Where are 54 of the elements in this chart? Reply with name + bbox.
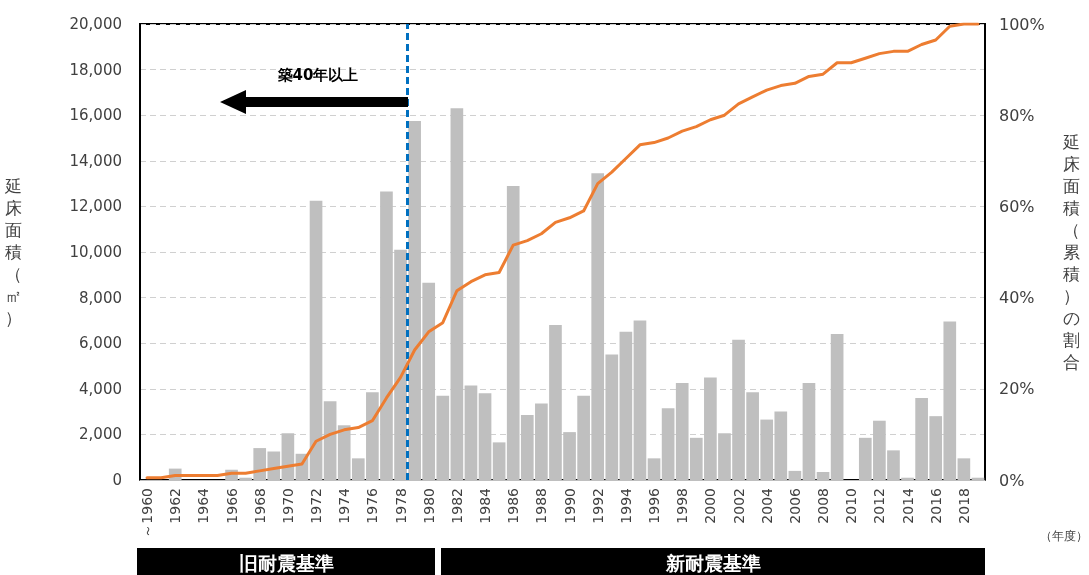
x-tick-label: 1986	[505, 487, 522, 524]
x-tick-label: 1978	[392, 488, 409, 524]
x-tick-label: 2002	[730, 488, 747, 524]
era-banner: 旧耐震基準	[137, 548, 436, 575]
y-tick-label: 6,000	[79, 334, 122, 353]
x-tick-label: 2004	[758, 487, 775, 524]
x-tick-label: 1984	[477, 487, 494, 524]
y-tick-label: 20,000	[69, 15, 122, 33]
y-axis-title: 延床面積（㎡）	[4, 176, 22, 328]
x-tick-label: 1992	[589, 488, 606, 524]
y2-tick-label: 0%	[999, 470, 1025, 490]
x-tick-label: 2008	[815, 488, 832, 524]
y2-tick-label: 80%	[999, 105, 1035, 125]
x-tick-label: 1964	[195, 487, 212, 524]
x-tick-label: 1988	[533, 488, 550, 524]
y-tick-label: 4,000	[79, 379, 122, 398]
x-tick-label: 1996	[646, 487, 663, 524]
x-tick-label: 1974	[336, 487, 353, 524]
x-tick-label: 2014	[899, 487, 916, 524]
x-tick-label: 2006	[786, 487, 803, 524]
y2-tick-label: 60%	[999, 196, 1035, 216]
x-axis-title: （年度）	[1040, 528, 1088, 545]
annotation: 築40年以上	[277, 66, 359, 85]
y2-tick-label: 40%	[999, 288, 1035, 308]
y-tick-label: 10,000	[69, 243, 122, 261]
x-tick-label: 1968	[251, 488, 268, 524]
y-tick-label: 2,000	[79, 425, 122, 444]
x-tick-label: 2018	[955, 488, 972, 524]
x-tick-label: 1972	[308, 488, 325, 524]
y2-tick-label: 100%	[999, 14, 1045, 34]
line-series	[145, 22, 980, 480]
x-tick-label: 1998	[674, 488, 691, 524]
era-banner: 新耐震基準	[441, 548, 985, 575]
x-tick-label: 2016	[927, 487, 944, 524]
x-tick-label: 1980	[420, 488, 437, 524]
x-tick-label: 2010	[843, 488, 860, 524]
y-tick-label: 18,000	[69, 60, 122, 79]
y-tick-label: 12,000	[69, 197, 122, 216]
y-tick-label: 16,000	[69, 106, 122, 125]
x-tick-label: 1970	[279, 488, 296, 524]
y-tick-label: 14,000	[69, 151, 122, 170]
text: 延床面積（累積）の割合	[1063, 132, 1080, 372]
y-tick-label: 8,000	[79, 288, 122, 307]
x-tick-label: 1982	[448, 488, 465, 524]
x-tick-label: 1994	[617, 487, 634, 524]
x-tick-label: 1966	[223, 487, 240, 524]
x-tick-label: 1962	[167, 488, 184, 524]
x-tick-label: 1976	[364, 487, 381, 524]
y2-tick-label: 20%	[999, 379, 1035, 399]
y-tick-label: 0	[112, 471, 122, 489]
x-tick-label: 2012	[871, 488, 888, 524]
x-tick-label: 2000	[702, 488, 719, 524]
x-tick-label: 1990	[561, 488, 578, 524]
x-tick-label: ～1960	[139, 488, 156, 538]
